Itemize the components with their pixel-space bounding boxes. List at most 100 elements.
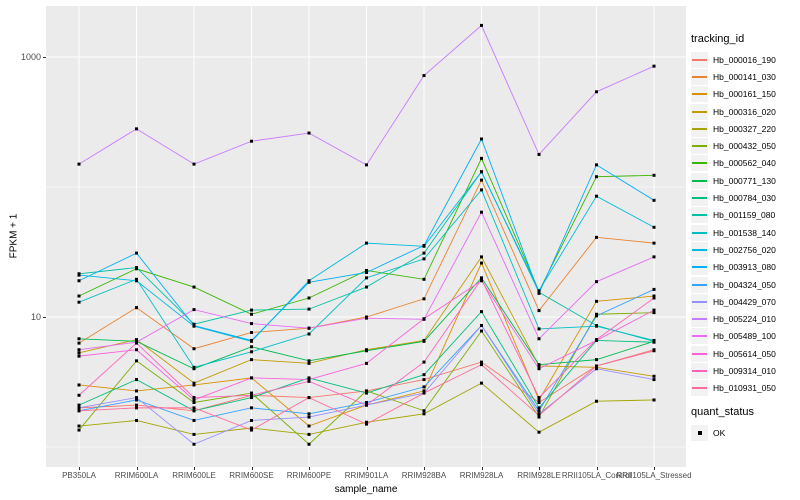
data-point: [422, 389, 426, 393]
y-tick-mark: [43, 316, 46, 318]
x-tick-label: RRIM928LA: [459, 471, 504, 480]
data-point: [652, 311, 656, 315]
data-point: [77, 428, 81, 432]
data-point: [595, 324, 598, 328]
data-point: [135, 359, 138, 363]
data-point: [250, 338, 253, 342]
data-point: [537, 415, 541, 419]
data-point: [537, 367, 541, 371]
legend-key-line: [692, 248, 707, 251]
data-point: [192, 365, 196, 369]
legend-item: Hb_000432_050: [691, 137, 799, 155]
data-point: [595, 312, 598, 316]
data-point: [307, 378, 311, 382]
data-point: [135, 251, 138, 255]
data-point: [422, 409, 426, 413]
data-point: [250, 308, 253, 312]
x-tick-mark: [424, 467, 425, 470]
data-point: [192, 406, 196, 410]
data-point: [192, 432, 196, 436]
data-point: [135, 348, 138, 352]
legend-item: Hb_000771_130: [691, 172, 799, 189]
data-point: [422, 243, 426, 247]
legend-item: Hb_005224_010: [691, 310, 799, 328]
x-tick-label: RRIM600SE: [229, 471, 274, 480]
data-point: [307, 326, 311, 330]
data-point: [307, 396, 311, 400]
data-point: [480, 137, 483, 141]
y-tick-mark: [43, 56, 46, 58]
data-point: [422, 297, 426, 301]
legend-key-line: [692, 58, 707, 61]
data-point: [77, 300, 81, 304]
data-point: [192, 398, 196, 402]
legend-item: Hb_000784_030: [691, 189, 799, 207]
data-point: [365, 422, 368, 426]
data-point: [537, 152, 541, 156]
plot-panel: [46, 6, 686, 467]
x-tick-label: RRII105LA_Stressed: [616, 471, 692, 480]
legend-item: Hb_005614_050: [691, 345, 799, 362]
legend-item-label: Hb_000432_050: [713, 141, 776, 152]
x-tick-mark: [136, 467, 138, 470]
data-point: [537, 396, 541, 400]
data-point: [77, 383, 81, 387]
data-point: [595, 163, 598, 167]
data-point: [365, 389, 368, 393]
data-point: [537, 398, 541, 402]
legend-item-label: Hb_000316_020: [713, 106, 776, 117]
data-point: [250, 358, 253, 362]
data-point: [480, 360, 483, 364]
legend-item: Hb_002756_020: [691, 241, 799, 258]
data-point: [365, 163, 368, 167]
data-point: [480, 363, 483, 367]
data-point: [537, 400, 541, 404]
legend-key-box: [691, 380, 708, 397]
x-tick-label: PB350LA: [62, 471, 96, 480]
data-point: [307, 131, 311, 135]
data-point: [422, 391, 426, 395]
data-point: [192, 381, 196, 385]
data-point: [480, 188, 483, 192]
y-axis-title: FPKM + 1: [8, 213, 20, 259]
legend-item-label: Hb_005489_100: [713, 331, 776, 342]
legend-quant-rows: OK: [691, 424, 799, 441]
legend-item-label: Hb_002756_020: [713, 244, 776, 255]
data-point: [307, 379, 311, 383]
legend-item: Hb_001538_140: [691, 224, 799, 241]
data-point: [77, 393, 81, 397]
legend-title-tracking-id: tracking_id: [691, 33, 745, 45]
legend-key-point: [697, 430, 702, 435]
data-point: [537, 337, 541, 341]
x-tick-label: RRIM600LA: [114, 471, 159, 480]
data-point: [307, 359, 311, 363]
legend-item: Hb_000562_040: [691, 155, 799, 172]
data-point: [537, 327, 541, 331]
y-tick-label: 10: [30, 312, 41, 322]
data-point: [480, 329, 483, 333]
data-point: [422, 277, 426, 281]
data-point: [652, 225, 656, 229]
data-point: [365, 361, 368, 365]
data-point: [480, 23, 483, 27]
data-point: [365, 268, 368, 272]
data-point: [365, 420, 368, 424]
data-point: [652, 241, 656, 245]
legend-key-line: [692, 283, 707, 286]
data-point: [595, 175, 598, 179]
data-point: [135, 389, 138, 393]
legend-item-label: Hb_000562_040: [713, 158, 776, 169]
data-point: [135, 279, 138, 283]
legend-key-line: [692, 318, 707, 321]
x-tick-label: RRIM600PE: [286, 471, 332, 480]
x-axis-title: sample_name: [334, 484, 398, 495]
x-tick-label: RRIM901LA: [344, 471, 389, 480]
data-point: [250, 393, 253, 397]
data-point: [135, 127, 138, 131]
legend-key-box: [691, 345, 708, 362]
data-point: [250, 428, 253, 432]
legend-key-line: [692, 93, 707, 96]
data-point: [365, 391, 368, 395]
data-point: [595, 235, 598, 239]
